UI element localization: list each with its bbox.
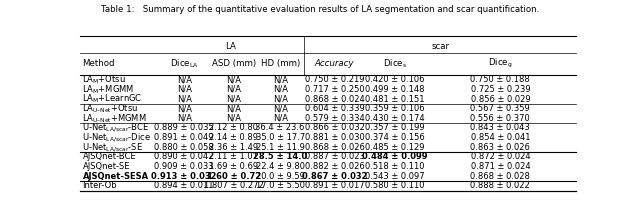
Text: N/A: N/A [177,114,191,123]
Text: 2.14 ± 0.89: 2.14 ± 0.89 [209,133,259,142]
Text: 0.518 ± 0.110: 0.518 ± 0.110 [365,162,425,171]
Text: 0.556 ± 0.370: 0.556 ± 0.370 [470,114,530,123]
Text: N/A: N/A [273,114,287,123]
Text: N/A: N/A [177,75,191,84]
Text: 28.5 ± 14.0: 28.5 ± 14.0 [253,152,307,161]
Text: 0.909 ± 0.033: 0.909 ± 0.033 [154,162,214,171]
Text: 22.4 ± 9.80: 22.4 ± 9.80 [255,162,305,171]
Text: LA: LA [225,42,236,51]
Text: U-Net$_{\rm LA/scar}$-BCE: U-Net$_{\rm LA/scar}$-BCE [83,122,150,134]
Text: U-Net$_{\rm LA/scar}$-SE: U-Net$_{\rm LA/scar}$-SE [83,141,143,154]
Text: 0.485 ± 0.129: 0.485 ± 0.129 [365,143,425,152]
Text: LA$_{\rm U–Net}$+MGMM: LA$_{\rm U–Net}$+MGMM [83,112,147,125]
Text: Inter-Ob: Inter-Ob [83,181,117,190]
Text: 0.484 ± 0.099: 0.484 ± 0.099 [362,152,428,161]
Text: 0.604 ± 0.339: 0.604 ± 0.339 [305,104,365,113]
Text: 0.868 ± 0.024: 0.868 ± 0.024 [305,95,365,103]
Text: LA$_{\rm M}$+MGMM: LA$_{\rm M}$+MGMM [83,83,134,96]
Text: N/A: N/A [273,104,287,113]
Text: Table 1:   Summary of the quantitative evaluation results of LA segmentation and: Table 1: Summary of the quantitative eva… [101,5,539,14]
Text: 0.880 ± 0.058: 0.880 ± 0.058 [154,143,214,152]
Text: AJSQnet-SESA: AJSQnet-SESA [83,172,148,181]
Text: 0.357 ± 0.199: 0.357 ± 0.199 [365,124,425,132]
Text: 0.871 ± 0.024: 0.871 ± 0.024 [470,162,530,171]
Text: 0.725 ± 0.239: 0.725 ± 0.239 [470,85,530,94]
Text: 0.882 ± 0.026: 0.882 ± 0.026 [305,162,365,171]
Text: HD (mm): HD (mm) [260,59,300,68]
Text: LA$_{\rm U–Net}$+Otsu: LA$_{\rm U–Net}$+Otsu [83,102,139,115]
Text: 0.894 ± 0.011: 0.894 ± 0.011 [154,181,214,190]
Text: LA$_{\rm M}$+LearnGC: LA$_{\rm M}$+LearnGC [83,93,143,105]
Text: 0.567 ± 0.359: 0.567 ± 0.359 [470,104,530,113]
Text: N/A: N/A [177,95,191,103]
Text: 0.887 ± 0.023: 0.887 ± 0.023 [305,152,365,161]
Text: N/A: N/A [227,104,241,113]
Text: 1.69 ± 0.69: 1.69 ± 0.69 [209,162,259,171]
Text: 0.750 ± 0.219: 0.750 ± 0.219 [305,75,364,84]
Text: 0.843 ± 0.043: 0.843 ± 0.043 [470,124,530,132]
Text: 25.1 ± 11.9: 25.1 ± 11.9 [256,143,305,152]
Text: 0.863 ± 0.026: 0.863 ± 0.026 [470,143,531,152]
Text: 0.420 ± 0.106: 0.420 ± 0.106 [365,75,425,84]
Text: Dice$_{\rm LA}$: Dice$_{\rm LA}$ [170,57,198,70]
Text: 0.499 ± 0.148: 0.499 ± 0.148 [365,85,425,94]
Text: 0.854 ± 0.041: 0.854 ± 0.041 [470,133,530,142]
Text: N/A: N/A [273,85,287,94]
Text: 0.913 ± 0.032: 0.913 ± 0.032 [152,172,217,181]
Text: 0.750 ± 0.188: 0.750 ± 0.188 [470,75,530,84]
Text: AJSQnet-BCE: AJSQnet-BCE [83,152,136,161]
Text: N/A: N/A [227,95,241,103]
Text: ASD (mm): ASD (mm) [212,59,256,68]
Text: 36.4 ± 23.6: 36.4 ± 23.6 [255,124,305,132]
Text: N/A: N/A [177,104,191,113]
Text: 2.36 ± 1.49: 2.36 ± 1.49 [209,143,259,152]
Text: AJSQnet-SE: AJSQnet-SE [83,162,130,171]
Text: 17.0 ± 5.50: 17.0 ± 5.50 [255,181,305,190]
Text: 0.359 ± 0.106: 0.359 ± 0.106 [365,104,425,113]
Text: N/A: N/A [227,85,241,94]
Text: Dice$_{\rm s}$: Dice$_{\rm s}$ [383,57,407,70]
Text: 0.868 ± 0.026: 0.868 ± 0.026 [305,143,365,152]
Text: N/A: N/A [273,95,287,103]
Text: Accuracy: Accuracy [315,59,355,68]
Text: 0.579 ± 0.334: 0.579 ± 0.334 [305,114,365,123]
Text: 0.866 ± 0.032: 0.866 ± 0.032 [305,124,365,132]
Text: 20.0 ± 9.59: 20.0 ± 9.59 [256,172,305,181]
Text: N/A: N/A [227,114,241,123]
Text: 0.891 ± 0.017: 0.891 ± 0.017 [305,181,365,190]
Text: 0.717 ± 0.250: 0.717 ± 0.250 [305,85,365,94]
Text: 0.881 ± 0.030: 0.881 ± 0.030 [305,133,365,142]
Text: 2.12 ± 0.80: 2.12 ± 0.80 [209,124,259,132]
Text: 35.0 ± 17.7: 35.0 ± 17.7 [255,133,305,142]
Text: 0.888 ± 0.022: 0.888 ± 0.022 [470,181,530,190]
Text: 1.807 ± 0.272: 1.807 ± 0.272 [204,181,264,190]
Text: N/A: N/A [177,85,191,94]
Text: scar: scar [431,42,449,51]
Text: LA$_{\rm M}$+Otsu: LA$_{\rm M}$+Otsu [83,74,126,86]
Text: U-Net$_{\rm LA/scar}$-Dice: U-Net$_{\rm LA/scar}$-Dice [83,131,151,144]
Text: 0.891 ± 0.049: 0.891 ± 0.049 [154,133,214,142]
Text: 0.889 ± 0.035: 0.889 ± 0.035 [154,124,214,132]
Text: 0.543 ± 0.097: 0.543 ± 0.097 [365,172,425,181]
Text: 0.481 ± 0.151: 0.481 ± 0.151 [365,95,425,103]
Text: N/A: N/A [273,75,287,84]
Text: Dice$_{\rm g}$: Dice$_{\rm g}$ [488,57,513,70]
Text: 0.430 ± 0.174: 0.430 ± 0.174 [365,114,425,123]
Text: 0.856 ± 0.029: 0.856 ± 0.029 [470,95,530,103]
Text: 0.872 ± 0.024: 0.872 ± 0.024 [470,152,530,161]
Text: 0.867 ± 0.032: 0.867 ± 0.032 [302,172,367,181]
Text: Method: Method [83,59,115,68]
Text: 2.11 ± 1.01: 2.11 ± 1.01 [209,152,258,161]
Text: N/A: N/A [227,75,241,84]
Text: 0.374 ± 0.156: 0.374 ± 0.156 [365,133,425,142]
Text: 0.868 ± 0.028: 0.868 ± 0.028 [470,172,531,181]
Text: 0.580 ± 0.110: 0.580 ± 0.110 [365,181,425,190]
Text: 0.890 ± 0.042: 0.890 ± 0.042 [154,152,214,161]
Text: 1.60 ± 0.72: 1.60 ± 0.72 [207,172,261,181]
